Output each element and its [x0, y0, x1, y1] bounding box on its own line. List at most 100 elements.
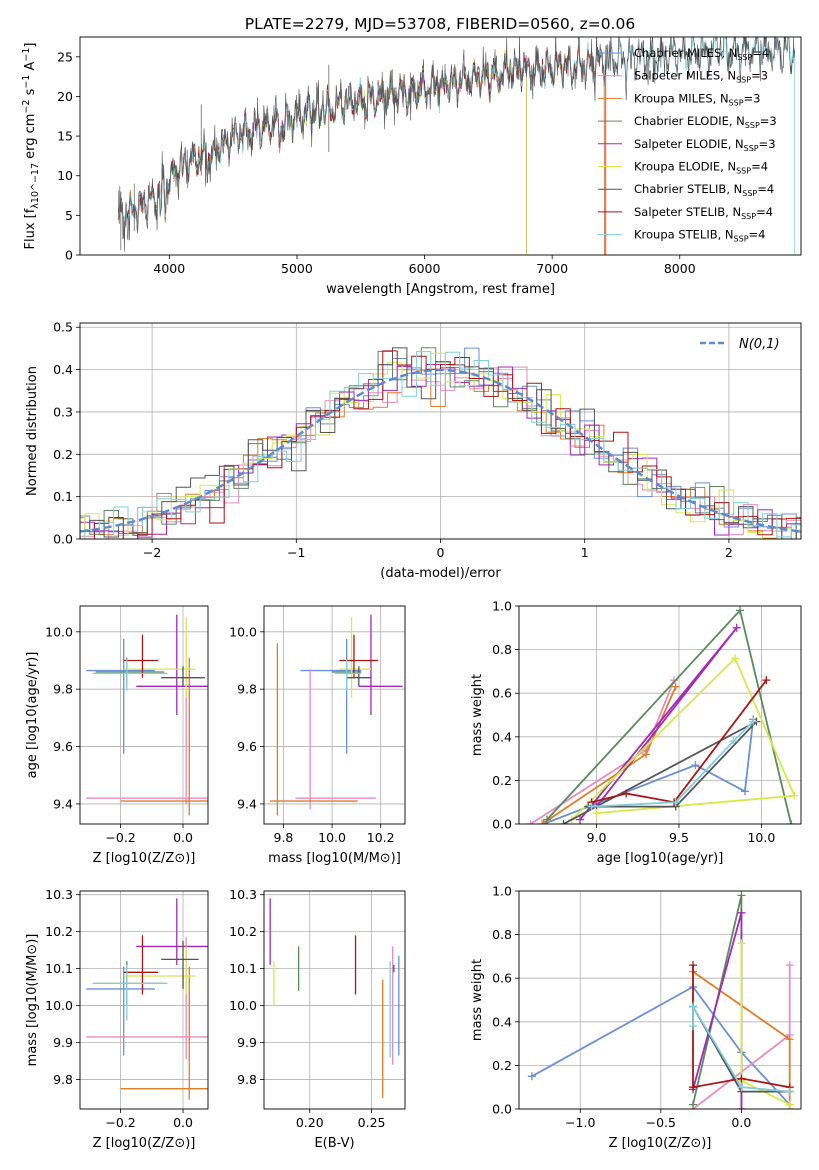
tick-label-y: 10.0	[45, 998, 73, 1013]
tick-label-x: −1.0	[565, 1115, 595, 1130]
figure-title: PLATE=2279, MJD=53708, FIBERID=0560, z=0…	[245, 15, 635, 33]
weight-marker	[731, 654, 740, 663]
weight-marker	[689, 1083, 698, 1092]
axes-frame	[79, 605, 209, 825]
tick-label-x: 10.2	[367, 830, 395, 845]
weight-marker	[527, 1072, 536, 1081]
weight-marker	[671, 798, 680, 807]
tick-label-y: 10.0	[229, 624, 257, 639]
weight-marker	[785, 1087, 794, 1096]
axis-label-y: mass weight	[470, 959, 485, 1041]
tick-label-y: 9.6	[237, 739, 257, 754]
plot-area	[86, 898, 208, 1100]
tick-label-y: 9.8	[53, 1072, 73, 1087]
legend-label: N(0,1)	[739, 337, 780, 352]
weight-series-chabrier-elodie	[543, 606, 796, 824]
plot-area	[269, 898, 400, 1098]
weight-marker	[539, 820, 548, 824]
errorbar-chabrier-miles	[86, 966, 155, 1056]
tick-label-x: 0.20	[296, 1115, 324, 1130]
weight-marker	[689, 1022, 698, 1031]
tick-label-x: 5000	[281, 261, 313, 276]
tick-label-y: 1.0	[492, 884, 512, 899]
weight-series-kroupa-miles	[538, 682, 680, 824]
axes-frame	[263, 605, 406, 825]
weight-marker	[691, 761, 700, 770]
panel-spectrum: 4000 5000 6000 7000 8000 0 5 10 15 20 25 wavelength…	[21, 36, 802, 297]
spectrum-data	[118, 37, 795, 252]
tick-label-x: −0.2	[105, 830, 135, 845]
axis-label-x: Z [log10(Z/Z⊙)]	[93, 1136, 196, 1151]
legend-label: Salpeter STELIB, NSSP=4	[634, 205, 773, 221]
errorbar-kroupa-elodie	[339, 617, 371, 698]
axis-label-x: Z [log10(Z/Z⊙)]	[609, 1136, 712, 1151]
axis-label-x: E(B-V)	[314, 1136, 354, 1151]
hist-kroupa-miles	[80, 367, 801, 539]
weight-series-kroupa-elodie	[567, 654, 799, 824]
errorbar-salpeter-elodie	[358, 614, 403, 715]
axis-label-y: mass weight	[470, 674, 485, 756]
errorbar-salpeter-elodie	[136, 898, 208, 965]
tick-label-x: 7000	[536, 261, 568, 276]
tick-label-y: 0.2	[492, 773, 512, 788]
legend-label: Chabrier MILES, NSSP=4	[634, 46, 769, 62]
axis-label-x: wavelength [Angstrom, rest frame]	[326, 282, 555, 297]
tick-label-y: 0.2	[492, 1058, 512, 1073]
weight-line	[692, 1003, 790, 1093]
legend-label: Salpeter MILES, NSSP=3	[634, 69, 768, 85]
tick-label-y: 10.0	[45, 624, 73, 639]
hist-chabrier-stelib	[80, 347, 801, 539]
errorbar-salpeter-miles	[86, 937, 208, 1060]
panel-z-weight: −1.0 −0.5 0.0 0.0 0.2 0.4 0.6 0.8 1.0 Z [log10(Z/…	[470, 884, 802, 1151]
errorbar-kroupa-stelib	[334, 659, 362, 691]
legend-label: Kroupa MILES, NSSP=3	[634, 91, 760, 107]
tick-label-y: 0.1	[53, 489, 73, 504]
weight-line	[571, 656, 796, 821]
tick-label-x: 1	[581, 545, 589, 560]
panel-z-mass: −0.2 0.0 9.8 9.9 10.0 10.1 10.2 10.3 Z [log10(Z/…	[25, 887, 209, 1151]
tick-label-y: 9.9	[53, 1035, 73, 1050]
errorbar-kroupa-stelib	[92, 964, 168, 1021]
errorbar-kroupa-elodie	[123, 946, 196, 995]
tick-label-y: 10.0	[229, 998, 257, 1013]
tick-label-x: 10.0	[747, 830, 775, 845]
tick-label-y: 0.8	[492, 927, 512, 942]
errorbar-kroupa-miles	[120, 966, 208, 1100]
tick-label-y: 0.5	[53, 320, 73, 335]
panel-residuals: −2 −1 0 1 2 0.0 0.1 0.2 0.3 0.4 0.5 (data-model)/er…	[25, 320, 802, 581]
tick-label-y: 10	[57, 168, 73, 183]
tick-label-y: 0.0	[53, 532, 73, 547]
plot-area	[86, 614, 208, 816]
tick-label-x: 0	[437, 545, 445, 560]
panel-mass-age: 9.8 10.0 10.2 9.4 9.6 9.8 10.0 mass [log10(M/M⊙…	[229, 605, 406, 866]
weight-marker	[749, 717, 758, 726]
weight-marker	[737, 891, 746, 900]
legend-label: Kroupa ELODIE, NSSP=4	[634, 160, 768, 176]
weight-line	[563, 720, 758, 824]
errorbar-salpeter-stelib	[123, 935, 159, 995]
legend-residuals: N(0,1)	[700, 337, 780, 352]
errorbar-salpeter-miles	[295, 669, 376, 810]
weight-marker	[785, 961, 794, 970]
weight-marker	[787, 820, 796, 824]
panel-z-age: −0.2 0.0 9.4 9.6 9.8 10.0 Z [log10(Z/Z⊙)] age […	[25, 605, 209, 866]
weight-marker	[735, 606, 744, 615]
normal-curve	[80, 368, 801, 533]
tick-label-x: 9.8	[274, 830, 294, 845]
axis-label-y: Normed distribution	[25, 366, 40, 496]
tick-label-x: −0.5	[646, 1115, 676, 1130]
axis-label-y: mass [log10(M/M⊙)]	[25, 934, 40, 1067]
weight-series-chabrier-miles	[539, 715, 758, 824]
weight-marker	[587, 802, 596, 811]
tick-label-y: 0.6	[492, 971, 512, 986]
plot-area	[527, 891, 794, 1109]
tick-label-y: 1.0	[492, 599, 512, 614]
weight-line	[531, 985, 791, 1106]
weight-marker	[737, 1105, 746, 1109]
weight-line	[546, 608, 792, 824]
tick-label-x: 2	[725, 545, 733, 560]
tick-label-x: −0.2	[105, 1115, 135, 1130]
tick-label-y: 15	[57, 129, 73, 144]
weight-marker	[737, 939, 746, 948]
